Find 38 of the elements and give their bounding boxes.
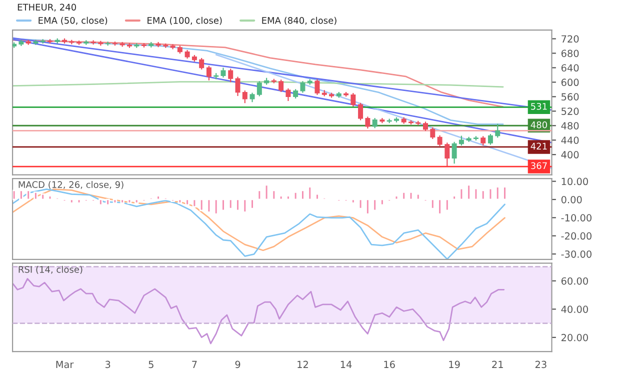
y-tick-label: -20.00: [561, 232, 592, 240]
y-tick-label: 560: [562, 93, 579, 100]
y-tick-label: 400: [561, 151, 579, 158]
x-tick-label: 19: [449, 360, 460, 368]
x-tick-label: 9: [235, 360, 240, 368]
y-tick-label: 40.00: [561, 306, 588, 313]
y-tick-label: -30.00: [561, 250, 592, 258]
y-tick-label: 680: [561, 50, 579, 58]
y-tick-label: 520: [562, 108, 579, 115]
annotation: RSI (14, close): [18, 266, 82, 274]
x-tick-label: 16: [384, 360, 395, 368]
y-tick-label: 0.00: [561, 196, 582, 204]
ref-line-label: 367: [531, 162, 547, 170]
ref-line-label: 531: [531, 102, 547, 110]
x-tick-label: 23: [535, 360, 546, 368]
y-tick-label: 20.00: [562, 334, 588, 342]
x-tick-label: 5: [148, 360, 154, 368]
y-tick-label: 440: [561, 136, 579, 144]
x-tick-label: 7: [192, 360, 197, 368]
y-tick-label: -10.00: [561, 214, 592, 222]
x-tick-label: 12: [298, 360, 308, 368]
y-tick-label: 480: [561, 122, 579, 130]
x-tick-label: Mar: [56, 360, 74, 368]
y-tick-label: 720: [562, 35, 579, 43]
ref-line-label: 421: [530, 142, 547, 150]
y-tick-label: 60.00: [561, 277, 588, 285]
x-tick-label: 3: [105, 360, 110, 368]
legend-title: ETHEUR, 240: [18, 4, 76, 12]
x-tick-label: 21: [492, 360, 503, 368]
y-tick-label: 600: [561, 78, 579, 86]
legend-label: EMA (840, close): [262, 16, 336, 25]
ref-line-label: 480: [530, 121, 547, 128]
x-tick-label: 14: [340, 360, 352, 368]
y-tick-label: 10.00: [562, 178, 588, 186]
y-tick-label: 640: [561, 64, 579, 72]
annotation: MACD (12, 26, close, 9): [18, 181, 124, 190]
legend-label: EMA (100, close): [148, 16, 222, 25]
legend-label: EMA (50, close): [38, 16, 108, 25]
